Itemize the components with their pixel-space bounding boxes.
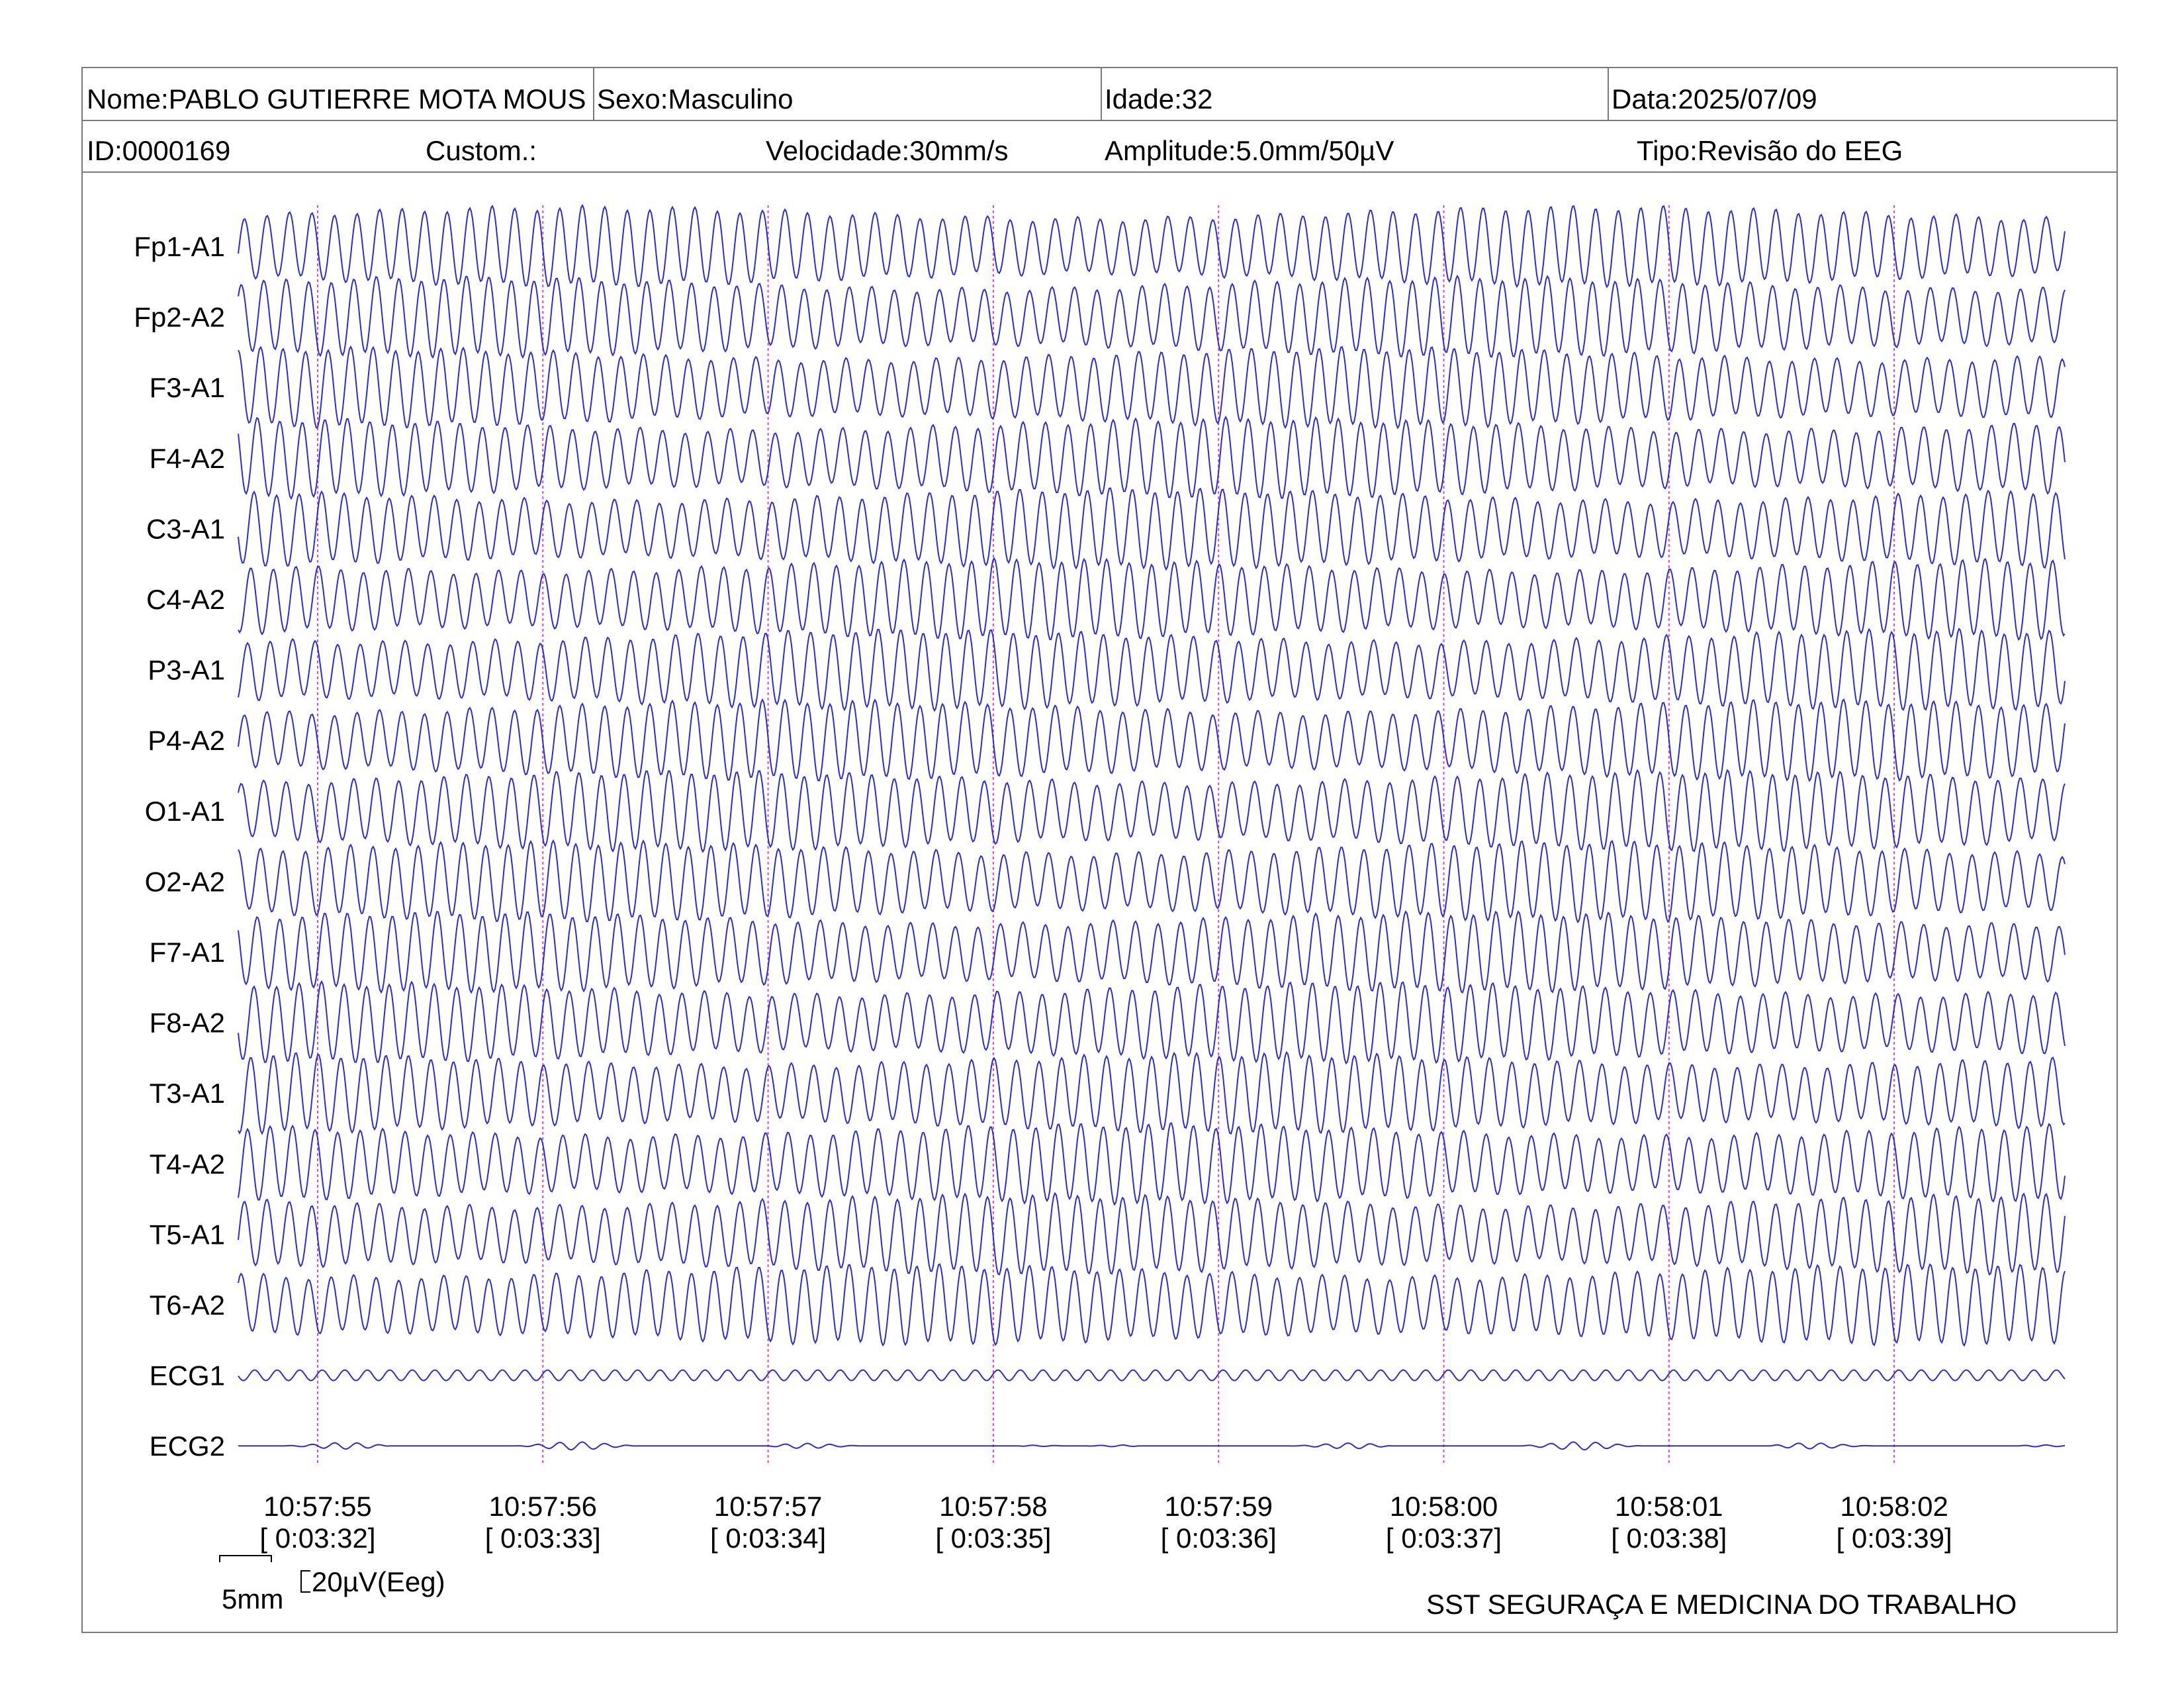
channel-label: ECG2 [150,1430,225,1462]
channel-label: T5-A1 [150,1219,225,1250]
patient-sex: Sexo:Masculino [597,83,794,115]
time-tick-elapsed: [ 0:03:37] [1386,1523,1502,1554]
channel-label: C3-A1 [146,513,225,544]
channel-label: F4-A2 [150,443,225,474]
time-tick-elapsed: [ 0:03:34] [710,1523,826,1554]
time-tick-elapsed: [ 0:03:35] [935,1523,1051,1554]
channel-trace [238,839,2066,924]
channel-label: F7-A1 [150,937,225,968]
channel-trace [238,769,2066,853]
channel-trace [238,910,2066,994]
patient-name: Nome:PABLO GUTIERRE MOTA MOUS [87,83,586,115]
channel-label: Fp2-A2 [134,302,225,333]
channel-trace [238,204,2066,289]
channel-trace [238,415,2066,500]
channel-label: F3-A1 [150,372,225,403]
channel-label: T3-A1 [150,1078,225,1109]
header-col-divider-2 [1101,68,1102,120]
time-tick-clock: 10:57:58 [939,1491,1048,1522]
speed-setting: Velocidade:30mm/s [766,135,1009,166]
channel-trace [238,487,2066,571]
time-tick-clock: 10:58:01 [1615,1491,1723,1522]
channel-label: O1-A1 [145,796,225,827]
channel-label: T6-A2 [150,1289,225,1321]
time-tick-clock: 10:57:55 [263,1491,372,1522]
channel-label: F8-A2 [150,1008,225,1039]
time-tick-elapsed: [ 0:03:33] [485,1523,601,1554]
time-tick-elapsed: [ 0:03:36] [1161,1523,1277,1554]
channel-label: P3-A1 [148,655,225,686]
channel-label: P4-A2 [148,725,225,756]
header-divider-2 [83,171,2116,173]
time-tick-elapsed: [ 0:03:32] [259,1523,375,1554]
channel-label: C4-A2 [146,584,225,615]
header-col-divider-1 [593,68,594,120]
patient-age: Idade:32 [1105,83,1213,115]
scale-bar-icon [219,1555,272,1562]
channel-label: Fp1-A1 [134,231,225,262]
time-tick-clock: 10:57:57 [714,1491,823,1522]
amplitude-scale-icon [300,1570,310,1593]
patient-id: ID:0000169 [87,135,231,166]
channel-trace [238,345,2066,430]
channel-trace [238,1192,2066,1276]
time-tick-clock: 10:57:56 [489,1491,598,1522]
time-tick-clock: 10:57:59 [1164,1491,1273,1522]
channel-trace [238,980,2066,1065]
time-tick-elapsed: [ 0:03:39] [1837,1523,1952,1554]
channel-label: O2-A2 [145,866,225,897]
channel-trace [238,1441,2066,1451]
channel-trace [238,557,2066,641]
channel-trace [238,628,2066,712]
channel-trace [238,274,2066,359]
channel-trace [238,698,2066,782]
exam-date: Data:2025/07/09 [1612,83,1817,115]
amplitude-setting: Amplitude:5.0mm/50µV [1105,135,1394,166]
eeg-report-frame: Nome:PABLO GUTIERRE MOTA MOUS Sexo:Mascu… [81,67,2118,1633]
header-divider-1 [83,120,2116,121]
scale-amplitude-label: 20µV(Eeg) [312,1566,445,1597]
channel-trace [238,1263,2066,1347]
organization-name: SST SEGURAÇA E MEDICINA DO TRABALHO [1426,1589,2017,1620]
channel-trace [238,1369,2066,1382]
custom-field: Custom.: [426,135,537,166]
exam-type: Tipo:Revisão do EEG [1637,135,1903,166]
channel-trace [238,1121,2066,1206]
time-tick-elapsed: [ 0:03:38] [1611,1523,1727,1554]
time-tick-clock: 10:58:02 [1840,1491,1948,1522]
header-col-divider-3 [1608,68,1609,120]
time-tick-clock: 10:58:00 [1390,1491,1498,1522]
channel-label: T4-A2 [150,1149,225,1180]
channel-label: ECG1 [150,1360,225,1391]
scale-time-label: 5mm [222,1583,284,1615]
channel-trace [238,1051,2066,1135]
